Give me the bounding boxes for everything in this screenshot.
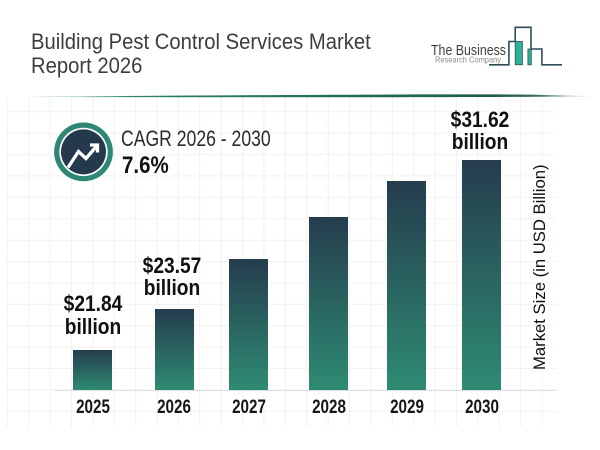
svg-text:The Business: The Business — [431, 43, 506, 59]
svg-text:Research Company: Research Company — [435, 55, 502, 65]
